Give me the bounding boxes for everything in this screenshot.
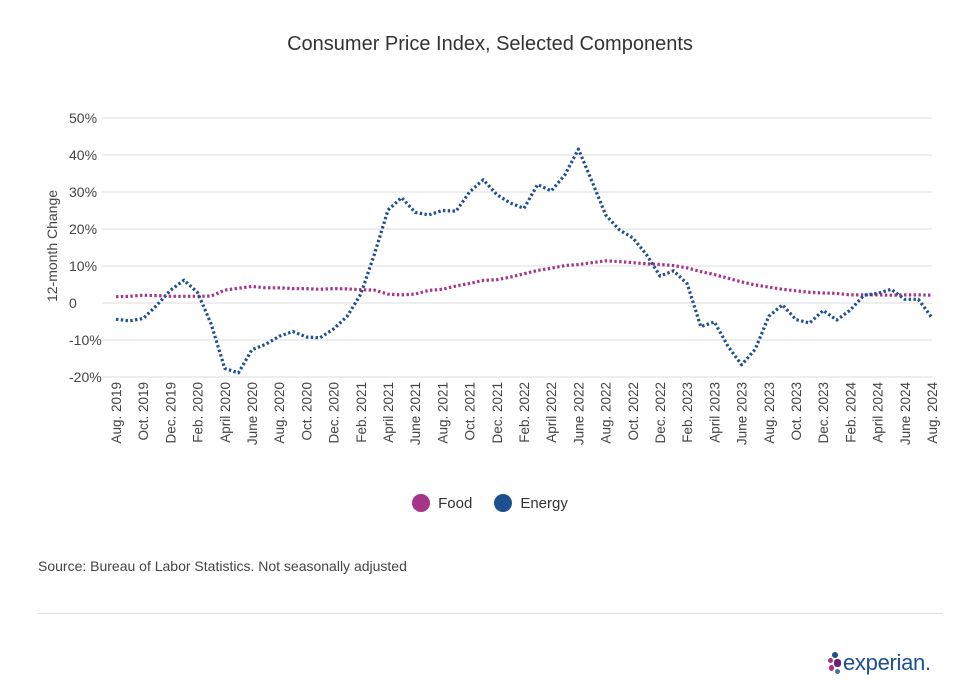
x-tick-label: Oct. 2021	[463, 382, 478, 441]
y-tick-label: 0	[69, 295, 77, 311]
x-tick-label: Dec. 2023	[816, 382, 831, 444]
x-tick-label: June 2021	[408, 382, 423, 445]
y-tick-label: 10%	[69, 258, 97, 274]
legend-item-energy[interactable]: Energy	[494, 494, 568, 512]
series-lines	[115, 147, 934, 375]
food-swatch-icon	[412, 494, 431, 512]
grid-lines	[102, 117, 932, 378]
x-tick-label: Aug. 2023	[762, 382, 777, 444]
x-tick-label: Dec. 2022	[653, 382, 668, 444]
x-tick-label: Oct. 2020	[299, 382, 314, 441]
x-tick-label: April 2020	[218, 382, 233, 443]
legend-label-energy: Energy	[520, 494, 568, 512]
x-tick-label: Aug. 2022	[599, 382, 614, 444]
legend-label-food: Food	[438, 494, 473, 512]
chart-title: Consumer Price Index, Selected Component…	[287, 33, 693, 55]
x-tick-label: June 2024	[898, 382, 913, 446]
legend: Food Energy	[0, 494, 980, 512]
x-tick-label: Feb. 2021	[354, 382, 369, 443]
y-tick-label: -20%	[69, 369, 102, 385]
y-axis-ticks: -20% -10% 0 10% 20% 30% 40% 50%	[69, 110, 102, 385]
x-tick-label: April 2023	[707, 382, 722, 443]
y-axis-label: 12-month Change	[44, 190, 60, 302]
x-tick-label: Aug. 2024	[925, 382, 940, 444]
x-tick-label: Oct. 2022	[626, 382, 641, 441]
y-tick-label: 30%	[69, 184, 97, 200]
x-tick-label: June 2020	[245, 382, 260, 445]
logo-dots-icon	[828, 650, 842, 676]
y-tick-label: 20%	[69, 221, 97, 237]
x-tick-label: Feb. 2024	[843, 382, 858, 443]
x-tick-label: Oct. 2023	[789, 382, 804, 441]
x-tick-label: Feb. 2023	[680, 382, 695, 443]
x-tick-label: Oct. 2019	[136, 382, 151, 441]
y-tick-label: -10%	[69, 332, 102, 348]
x-tick-label: Feb. 2020	[191, 382, 206, 443]
experian-logo: experian.	[828, 650, 931, 676]
x-axis-ticks: Aug. 2019 Oct. 2019 Dec. 2019 Feb. 2020 Apri…	[109, 382, 940, 446]
source-note: Source: Bureau of Labor Statistics. Not …	[38, 558, 407, 574]
y-tick-label: 50%	[69, 110, 97, 126]
x-tick-label: Aug. 2021	[435, 382, 450, 444]
energy-swatch-icon	[494, 494, 513, 512]
x-tick-label: Aug. 2019	[109, 382, 124, 444]
x-tick-label: Feb. 2022	[517, 382, 532, 443]
divider	[38, 613, 943, 614]
legend-item-food[interactable]: Food	[412, 494, 472, 512]
logo-text: experian.	[843, 650, 931, 675]
series-line-food	[115, 259, 933, 299]
x-tick-label: April 2024	[871, 382, 886, 443]
y-tick-label: 40%	[69, 147, 97, 163]
x-tick-label: Dec. 2021	[490, 382, 505, 444]
x-tick-label: June 2023	[735, 382, 750, 445]
x-tick-label: June 2022	[571, 382, 586, 445]
x-tick-label: Aug. 2020	[272, 382, 287, 444]
x-tick-label: Dec. 2020	[327, 382, 342, 444]
x-tick-label: April 2022	[544, 382, 559, 443]
x-tick-label: Dec. 2019	[163, 382, 178, 444]
x-tick-label: April 2021	[381, 382, 396, 443]
series-line-energy	[115, 147, 934, 375]
